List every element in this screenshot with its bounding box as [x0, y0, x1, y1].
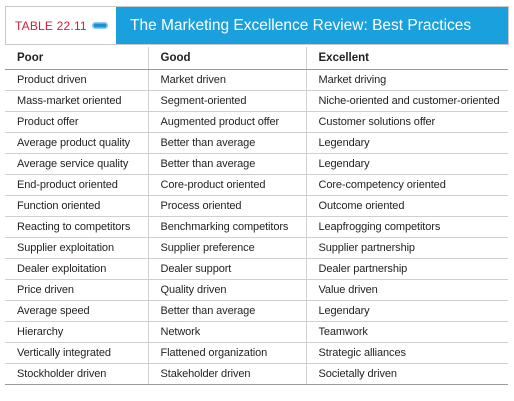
column-header-excellent: Excellent: [306, 47, 508, 70]
table-row: Supplier exploitation Supplier preferenc…: [5, 237, 508, 259]
cell-poor: End-product oriented: [5, 174, 148, 196]
cell-poor: Product offer: [5, 111, 148, 133]
cell-excellent: Supplier partnership: [306, 237, 508, 259]
table-row: Function oriented Process oriented Outco…: [5, 195, 508, 217]
column-header-good: Good: [147, 47, 307, 70]
table-row: End-product oriented Core-product orient…: [5, 174, 508, 196]
table-title: The Marketing Excellence Review: Best Pr…: [130, 16, 472, 34]
table-row: Average speed Better than average Legend…: [5, 300, 508, 322]
cell-poor: Vertically integrated: [5, 342, 148, 364]
cell-poor: Average speed: [5, 300, 148, 322]
cell-poor: Supplier exploitation: [5, 237, 148, 259]
cell-excellent: Core-competency oriented: [306, 174, 508, 196]
cell-excellent: Niche-oriented and customer-oriented: [306, 90, 508, 112]
cell-good: Better than average: [147, 153, 307, 175]
table-row: Reacting to competitors Benchmarking com…: [5, 216, 508, 238]
cell-good: Benchmarking competitors: [147, 216, 307, 238]
cell-good: Core-product oriented: [147, 174, 307, 196]
cell-excellent: Legendary: [306, 300, 508, 322]
cell-excellent: Leapfrogging competitors: [306, 216, 508, 238]
cell-excellent: Outcome oriented: [306, 195, 508, 217]
header-row: Poor Good Excellent: [5, 47, 508, 70]
table-row: Product driven Market driven Market driv…: [5, 69, 508, 91]
cell-good: Stakeholder driven: [147, 363, 307, 385]
cell-poor: Price driven: [5, 279, 148, 301]
cell-poor: Reacting to competitors: [5, 216, 148, 238]
table-row: Mass-market oriented Segment-oriented Ni…: [5, 90, 508, 112]
table-label-box: TABLE 22.11: [6, 7, 116, 44]
table-header-bar: TABLE 22.11 The Marketing Excellence Rev…: [5, 6, 509, 45]
table-row: Stockholder driven Stakeholder driven So…: [5, 363, 508, 385]
cell-good: Segment-oriented: [147, 90, 307, 112]
cell-good: Supplier preference: [147, 237, 307, 259]
cell-good: Flattened organization: [147, 342, 307, 364]
table-row: Vertically integrated Flattened organiza…: [5, 342, 508, 364]
cell-good: Market driven: [147, 69, 307, 91]
cell-poor: Average product quality: [5, 132, 148, 154]
table-row: Dealer exploitation Dealer support Deale…: [5, 258, 508, 280]
table-row: Price driven Quality driven Value driven: [5, 279, 508, 301]
tab-icon: [91, 22, 108, 29]
cell-excellent: Societally driven: [306, 363, 508, 385]
cell-good: Better than average: [147, 300, 307, 322]
cell-excellent: Value driven: [306, 279, 508, 301]
table-row: Product offer Augmented product offer Cu…: [5, 111, 508, 133]
cell-excellent: Dealer partnership: [306, 258, 508, 280]
cell-good: Augmented product offer: [147, 111, 307, 133]
table-label: TABLE 22.11: [15, 18, 87, 33]
table-title-box: The Marketing Excellence Review: Best Pr…: [116, 7, 508, 44]
cell-poor: Average service quality: [5, 153, 148, 175]
cell-poor: Hierarchy: [5, 321, 148, 343]
cell-excellent: Market driving: [306, 69, 508, 91]
cell-excellent: Legendary: [306, 153, 508, 175]
cell-good: Process oriented: [147, 195, 307, 217]
cell-excellent: Teamwork: [306, 321, 508, 343]
table-row: Average service quality Better than aver…: [5, 153, 508, 175]
cell-poor: Mass-market oriented: [5, 90, 148, 112]
cell-good: Dealer support: [147, 258, 307, 280]
column-header-poor: Poor: [5, 47, 148, 70]
cell-excellent: Legendary: [306, 132, 508, 154]
cell-poor: Function oriented: [5, 195, 148, 217]
cell-excellent: Strategic alliances: [306, 342, 508, 364]
table-row: Hierarchy Network Teamwork: [5, 321, 508, 343]
table-row: Average product quality Better than aver…: [5, 132, 508, 154]
cell-good: Network: [147, 321, 307, 343]
cell-poor: Product driven: [5, 69, 148, 91]
best-practices-table: Poor Good Excellent Product driven Marke…: [5, 47, 508, 385]
cell-poor: Stockholder driven: [5, 363, 148, 385]
cell-good: Quality driven: [147, 279, 307, 301]
cell-poor: Dealer exploitation: [5, 258, 148, 280]
cell-good: Better than average: [147, 132, 307, 154]
cell-excellent: Customer solutions offer: [306, 111, 508, 133]
